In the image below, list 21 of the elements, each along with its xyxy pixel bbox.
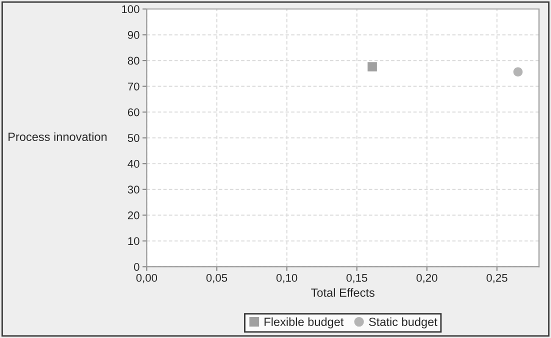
y-tick-label: 90 xyxy=(128,31,140,39)
y-tick-label: 30 xyxy=(128,186,140,194)
x-tick-label: 0,25 xyxy=(486,274,508,284)
x-tick-label: 0,05 xyxy=(206,274,228,284)
x-tick-label: 0,00 xyxy=(136,274,158,284)
legend-label: Flexible budget xyxy=(264,317,344,328)
y-tick-label: 80 xyxy=(128,56,140,65)
y-tick-label: 20 xyxy=(128,211,140,220)
y-tick-label: 60 xyxy=(128,108,140,116)
y-tick-label: 70 xyxy=(128,82,140,90)
y-tick-label: 40 xyxy=(128,160,140,168)
y-tick-label: 50 xyxy=(128,134,140,142)
y-tick-label: 0 xyxy=(134,262,140,271)
y-tick-label: 100 xyxy=(122,5,140,14)
y-axis-title: Process innovation xyxy=(8,132,107,142)
legend-label: Static budget xyxy=(369,317,438,328)
x-axis-title: Total Effects xyxy=(311,288,374,297)
y-tick-label: 10 xyxy=(128,237,140,246)
x-tick-label: 0,20 xyxy=(416,274,438,284)
x-tick-label: 0,10 xyxy=(276,274,298,284)
x-tick-label: 0,15 xyxy=(346,274,368,284)
